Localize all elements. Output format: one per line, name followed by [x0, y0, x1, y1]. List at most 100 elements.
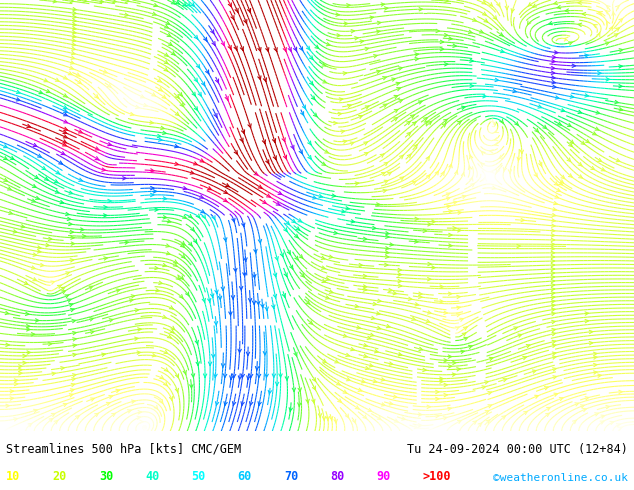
FancyArrowPatch shape [83, 0, 86, 2]
FancyArrowPatch shape [73, 353, 76, 357]
FancyArrowPatch shape [552, 300, 555, 303]
FancyArrowPatch shape [586, 140, 590, 143]
FancyArrowPatch shape [357, 326, 360, 329]
FancyArrowPatch shape [419, 347, 423, 350]
FancyArrowPatch shape [153, 190, 157, 193]
FancyArrowPatch shape [79, 130, 82, 133]
FancyArrowPatch shape [131, 400, 135, 403]
FancyArrowPatch shape [598, 374, 601, 377]
FancyArrowPatch shape [167, 33, 171, 37]
FancyArrowPatch shape [201, 210, 205, 213]
FancyArrowPatch shape [552, 320, 555, 324]
FancyArrowPatch shape [179, 93, 182, 96]
FancyArrowPatch shape [228, 46, 231, 49]
FancyArrowPatch shape [312, 399, 315, 403]
FancyArrowPatch shape [301, 273, 304, 277]
FancyArrowPatch shape [559, 397, 563, 400]
FancyArrowPatch shape [520, 150, 524, 154]
FancyArrowPatch shape [109, 395, 113, 398]
FancyArrowPatch shape [583, 409, 586, 412]
FancyArrowPatch shape [5, 311, 9, 315]
FancyArrowPatch shape [194, 35, 198, 39]
FancyArrowPatch shape [482, 1, 486, 4]
FancyArrowPatch shape [32, 184, 36, 187]
FancyArrowPatch shape [244, 258, 247, 262]
FancyArrowPatch shape [112, 413, 115, 416]
FancyArrowPatch shape [384, 7, 388, 10]
FancyArrowPatch shape [135, 309, 139, 312]
FancyArrowPatch shape [385, 255, 389, 258]
FancyArrowPatch shape [363, 415, 366, 418]
FancyArrowPatch shape [243, 272, 246, 276]
FancyArrowPatch shape [89, 318, 93, 321]
FancyArrowPatch shape [137, 416, 141, 419]
FancyArrowPatch shape [283, 155, 287, 159]
FancyArrowPatch shape [140, 420, 143, 423]
FancyArrowPatch shape [344, 22, 347, 25]
FancyArrowPatch shape [332, 194, 335, 197]
FancyArrowPatch shape [18, 365, 22, 368]
FancyArrowPatch shape [150, 121, 153, 124]
FancyArrowPatch shape [415, 53, 418, 56]
FancyArrowPatch shape [552, 224, 555, 227]
FancyArrowPatch shape [396, 82, 399, 85]
FancyArrowPatch shape [503, 168, 507, 171]
FancyArrowPatch shape [81, 228, 84, 231]
FancyArrowPatch shape [258, 48, 261, 51]
FancyArrowPatch shape [233, 402, 236, 405]
Text: 40: 40 [145, 470, 159, 483]
FancyArrowPatch shape [428, 122, 432, 125]
FancyArrowPatch shape [224, 238, 227, 242]
FancyArrowPatch shape [158, 88, 162, 91]
FancyArrowPatch shape [552, 312, 555, 316]
FancyArrowPatch shape [221, 287, 224, 291]
FancyArrowPatch shape [351, 220, 354, 223]
FancyArrowPatch shape [307, 141, 311, 145]
FancyArrowPatch shape [46, 244, 49, 247]
FancyArrowPatch shape [294, 352, 297, 356]
FancyArrowPatch shape [204, 374, 207, 377]
FancyArrowPatch shape [346, 378, 350, 381]
FancyArrowPatch shape [355, 304, 359, 308]
FancyArrowPatch shape [561, 109, 565, 112]
FancyArrowPatch shape [91, 398, 94, 401]
FancyArrowPatch shape [377, 30, 380, 33]
FancyArrowPatch shape [446, 205, 450, 208]
FancyArrowPatch shape [285, 377, 288, 380]
FancyArrowPatch shape [346, 353, 349, 357]
FancyArrowPatch shape [68, 222, 72, 225]
FancyArrowPatch shape [575, 403, 579, 406]
FancyArrowPatch shape [226, 184, 230, 187]
FancyArrowPatch shape [72, 23, 76, 26]
FancyArrowPatch shape [61, 151, 65, 155]
FancyArrowPatch shape [515, 122, 519, 125]
FancyArrowPatch shape [6, 343, 10, 346]
FancyArrowPatch shape [393, 395, 397, 398]
FancyArrowPatch shape [79, 178, 82, 181]
FancyArrowPatch shape [355, 182, 359, 185]
FancyArrowPatch shape [27, 328, 30, 331]
FancyArrowPatch shape [412, 181, 416, 185]
FancyArrowPatch shape [313, 196, 316, 199]
FancyArrowPatch shape [175, 162, 178, 166]
FancyArrowPatch shape [254, 172, 258, 175]
FancyArrowPatch shape [164, 368, 168, 371]
FancyArrowPatch shape [560, 180, 564, 183]
FancyArrowPatch shape [393, 292, 397, 295]
FancyArrowPatch shape [72, 47, 75, 50]
FancyArrowPatch shape [190, 171, 194, 174]
FancyArrowPatch shape [554, 182, 558, 185]
FancyArrowPatch shape [170, 330, 174, 333]
FancyArrowPatch shape [564, 37, 568, 41]
FancyArrowPatch shape [551, 279, 555, 283]
FancyArrowPatch shape [49, 418, 53, 422]
FancyArrowPatch shape [598, 158, 602, 162]
FancyArrowPatch shape [297, 403, 301, 406]
FancyArrowPatch shape [483, 177, 487, 181]
Text: >100: >100 [423, 470, 451, 483]
FancyArrowPatch shape [523, 356, 526, 360]
FancyArrowPatch shape [156, 289, 159, 292]
FancyArrowPatch shape [432, 266, 435, 269]
FancyArrowPatch shape [34, 409, 37, 413]
FancyArrowPatch shape [553, 201, 557, 205]
